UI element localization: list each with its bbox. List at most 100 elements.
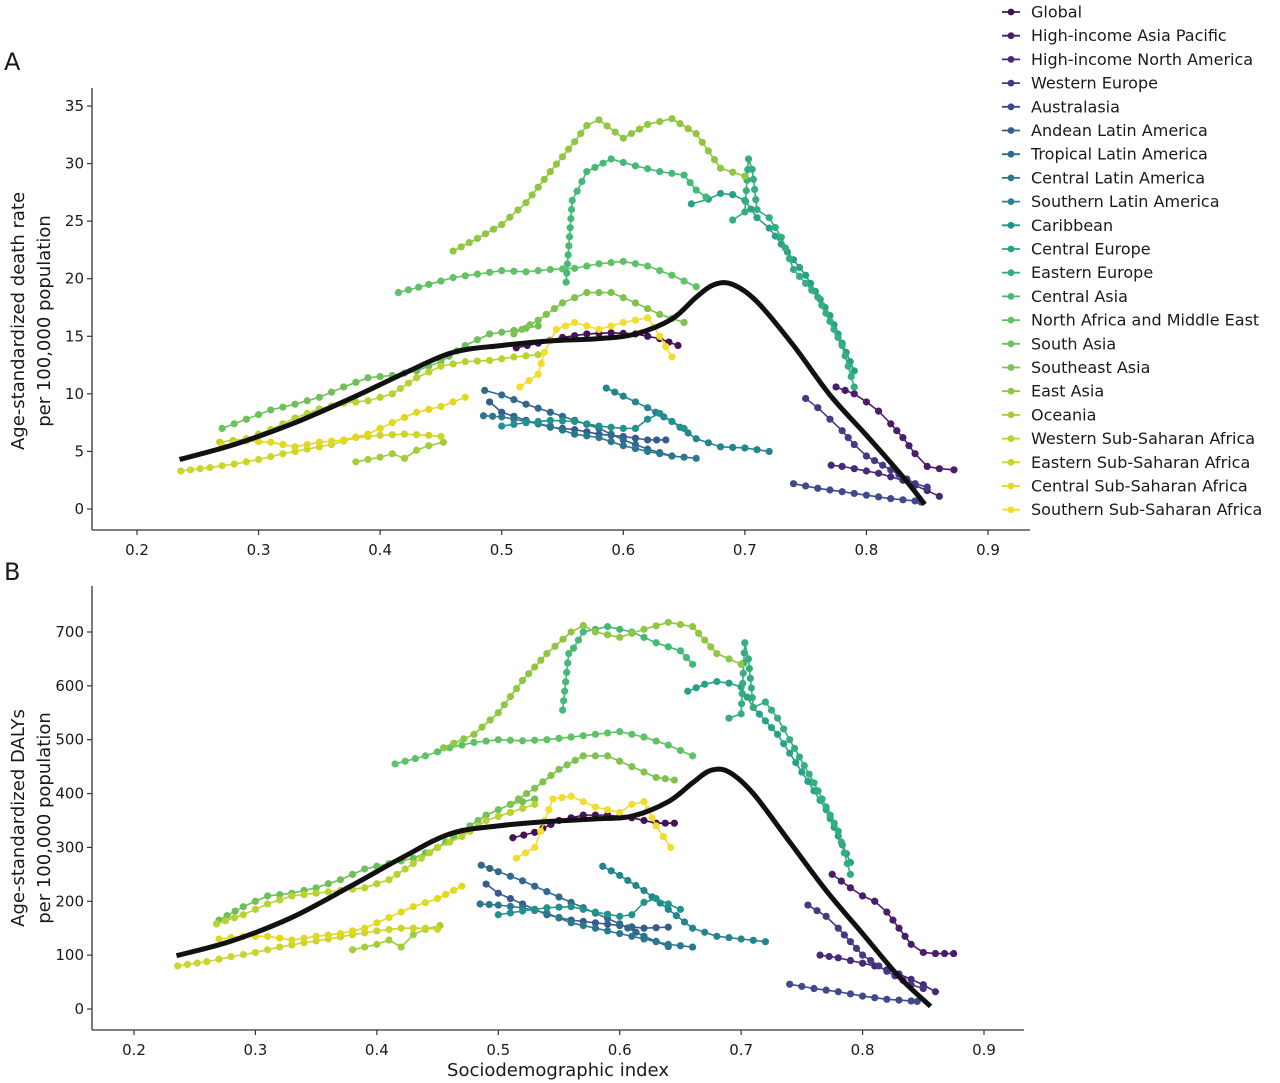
data-point [667,843,675,852]
data-point [242,415,251,423]
data-point [858,892,867,900]
data-point [485,356,494,365]
data-point [850,465,858,473]
data-point [254,455,263,464]
data-point [388,450,396,458]
data-point [695,629,703,637]
legend-dot-icon [1007,150,1015,158]
data-point [583,432,591,440]
expected-trend-line [178,280,927,506]
data-point [478,723,486,731]
panel-b-plot: 0 100 200 300 400 500 600 700 0.2 0.3 0.4 0.5 0.6 0.7… [55,586,1024,1059]
data-point [340,436,348,444]
data-point [822,803,830,811]
data-point [652,737,660,745]
legend-item: North Africa and Middle East [1002,311,1259,330]
data-point [510,353,518,361]
data-point [688,924,697,932]
data-point [514,206,522,214]
data-point [251,948,260,957]
data-point [537,359,545,367]
data-point [701,636,709,644]
data-point [494,901,502,909]
data-point [701,680,709,688]
legend-dot-icon [1007,387,1015,395]
data-point [439,438,447,446]
data-point [607,258,615,267]
data-point [591,752,600,760]
data-point [631,444,640,453]
data-point [619,318,627,327]
data-point [688,660,697,668]
data-point [826,811,834,819]
data-point [850,367,858,375]
data-point [267,438,275,446]
data-point [771,223,779,232]
data-point [664,618,672,626]
x-tick-label: 0.6 [611,541,635,559]
series-eastern-sub-saharan-africa [177,430,445,475]
legend-label: North Africa and Middle East [1031,311,1259,330]
series-line [452,117,746,252]
legend-label: Central Europe [1031,240,1151,259]
data-point [522,849,530,857]
data-point [822,986,830,994]
data-point [479,412,488,420]
data-point [361,924,369,932]
data-point [773,714,782,722]
data-point [276,890,284,899]
data-point [704,439,712,447]
data-point [413,408,421,416]
data-point [911,450,919,458]
data-point [737,935,745,943]
data-point [498,391,506,399]
data-point [203,958,211,966]
data-point [640,768,648,776]
data-point [373,919,381,927]
data-point [558,417,567,425]
data-point [481,230,490,238]
data-point [616,757,624,765]
data-point [324,880,332,888]
legend-item: Global [1002,3,1082,22]
data-point [409,859,417,868]
data-point [907,940,915,948]
data-point [837,877,845,885]
data-point [267,453,275,461]
data-point [786,980,794,988]
data-point [887,495,895,503]
data-point [433,843,442,852]
data-point [603,623,612,631]
data-point [174,962,182,970]
series-central-europe [687,189,858,375]
data-point [611,128,619,136]
data-point [729,168,737,176]
data-point [518,877,527,885]
data-point [813,907,821,915]
data-point [352,458,360,466]
data-point [729,216,737,224]
data-point [376,453,384,461]
data-point [579,798,587,806]
series-australasia [786,980,921,1006]
data-point [312,884,320,892]
legend-dot-icon [1007,340,1015,348]
data-point [603,122,611,130]
data-point [494,812,502,821]
data-point [879,461,887,469]
data-point [729,191,737,199]
data-point [568,196,576,205]
data-point [230,420,238,428]
x-tick-label: 0.9 [976,541,1000,559]
series-western-europe [802,394,931,491]
data-point [692,454,700,462]
data-point [531,663,539,671]
data-point [713,932,721,940]
data-point [571,756,579,764]
y-tick-label: 0 [74,500,84,518]
data-point [473,336,481,344]
series-line [561,625,694,711]
data-point [644,436,652,444]
data-point [752,195,760,204]
